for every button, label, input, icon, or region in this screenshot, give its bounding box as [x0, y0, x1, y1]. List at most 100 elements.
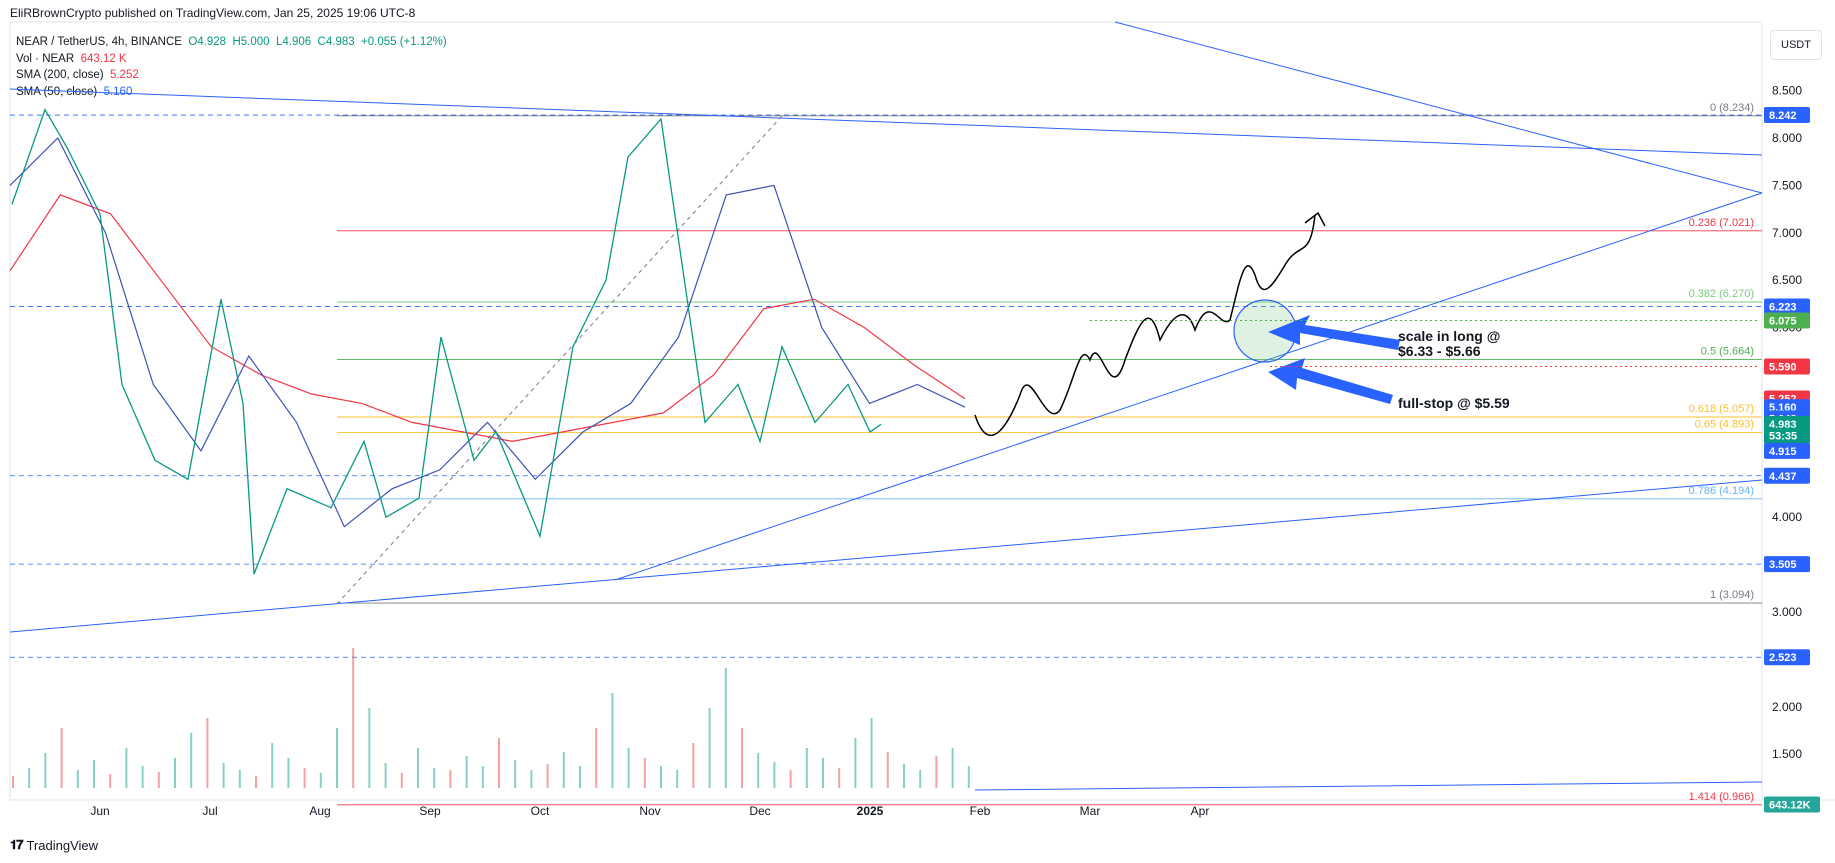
y-tick-label: 2.000	[1772, 700, 1802, 714]
volume-value: 643.12 K	[80, 52, 127, 65]
currency-button[interactable]: USDT	[1770, 30, 1822, 60]
fib-level-label: 1.414 (0.966)	[1689, 791, 1754, 803]
close-value: C4.983	[317, 36, 355, 48]
volume-bar	[44, 753, 47, 788]
volume-bar	[562, 752, 565, 788]
scale-in-arrow-icon	[1268, 315, 1400, 350]
x-tick-label: Mar	[1080, 804, 1101, 818]
volume-bar	[935, 756, 938, 788]
volume-bar	[465, 756, 468, 788]
volume-bar	[676, 770, 679, 788]
trendline-ascending	[614, 192, 1763, 581]
price-marker-label: 6.223	[1769, 301, 1797, 313]
volume-bar	[951, 748, 954, 788]
price-marker-label: 2.523	[1769, 652, 1797, 664]
fib-level-label: 0.618 (5.057)	[1689, 403, 1754, 415]
x-tick-label: Aug	[309, 804, 330, 818]
volume-bar	[595, 728, 598, 788]
volume-bar	[174, 758, 176, 788]
x-tick-label: Nov	[639, 804, 660, 818]
volume-bar	[919, 770, 922, 788]
symbol-label[interactable]: NEAR / TetherUS, 4h, BINANCE	[16, 36, 182, 48]
volume-bar	[741, 728, 743, 788]
y-tick-label: 6.500	[1772, 273, 1802, 287]
price-marker-badge	[1764, 107, 1810, 124]
change-value: +0.055 (+1.12%)	[361, 36, 447, 48]
price-marker-label: 5.590	[1769, 361, 1797, 373]
trendline-upper	[9, 88, 1763, 156]
volume-bar	[303, 768, 306, 788]
sma200-row[interactable]: SMA (200, close) 5.252	[16, 67, 447, 84]
volume-bar	[271, 743, 274, 788]
fib-level-label: 0 (8.234)	[1710, 102, 1754, 114]
fib-level-label: 0.382 (6.270)	[1689, 288, 1754, 300]
price-marker-badge	[1764, 556, 1810, 573]
price-marker-badge	[1764, 796, 1820, 813]
volume-bar	[822, 758, 824, 788]
projection-squiggle	[974, 214, 1316, 436]
volume-bar	[368, 708, 371, 788]
plot-frame	[9, 21, 1763, 801]
sma50-row[interactable]: SMA (50, close) 5.160	[16, 84, 447, 101]
y-tick-label: 3.000	[1772, 605, 1802, 619]
volume-bar	[93, 760, 95, 788]
tradingview-logo-icon: 𝟏𝟕	[10, 837, 24, 852]
fib-level-label: 0.786 (4.194)	[1689, 485, 1754, 497]
volume-bar	[854, 738, 857, 788]
volume-bar	[400, 773, 403, 788]
volume-bar	[789, 770, 792, 788]
volume-bar	[255, 776, 257, 788]
price-marker-label: 8.242	[1769, 110, 1797, 122]
volume-bar	[757, 753, 760, 788]
y-tick-label: 7.500	[1772, 178, 1802, 192]
sma200-line	[9, 194, 966, 443]
x-tick-label: Apr	[1191, 804, 1210, 818]
volume-bar	[222, 763, 225, 788]
sma50-line	[9, 136, 966, 528]
price-marker-label: 4.437	[1769, 471, 1797, 483]
volume-bar	[206, 718, 209, 788]
volume-bar	[141, 766, 144, 788]
trendline-descending	[1114, 21, 1763, 194]
volume-bar	[514, 760, 517, 788]
fib-level-label: 0.236 (7.021)	[1689, 217, 1754, 229]
volume-bar	[384, 763, 387, 788]
volume-bar	[660, 766, 662, 788]
volume-row[interactable]: Vol · NEAR 643.12 K	[16, 51, 447, 68]
symbol-row: NEAR / TetherUS, 4h, BINANCE O4.928 H5.0…	[16, 34, 447, 51]
price-marker-badge	[1764, 467, 1810, 484]
x-tick-label: Dec	[749, 804, 770, 818]
y-tick-label: 8.500	[1772, 84, 1802, 98]
price-marker-badge	[1764, 649, 1810, 666]
sma50-value: 5.160	[103, 85, 133, 98]
footer: 𝟏𝟕 TradingView	[10, 837, 98, 853]
footer-brand[interactable]: TradingView	[26, 837, 99, 853]
price-marker-label: 53:35	[1769, 431, 1797, 443]
volume-bar	[336, 728, 338, 788]
price-marker-badge	[1764, 442, 1810, 459]
volume-bar	[773, 762, 776, 788]
sma200-value: 5.252	[109, 69, 139, 81]
x-tick-label: Oct	[531, 804, 550, 818]
volume-bar	[12, 776, 14, 788]
volume-bar	[190, 733, 193, 788]
volume-bar	[579, 766, 581, 788]
stop-arrow-icon	[1268, 358, 1393, 404]
volume-bar	[805, 748, 808, 788]
price-marker-badge	[1764, 298, 1810, 315]
sma50-label: SMA (50, close)	[16, 85, 98, 98]
x-tick-label: Jul	[202, 804, 217, 818]
trendline-lower	[9, 479, 1763, 633]
price-line	[11, 108, 882, 575]
volume-label: Vol · NEAR	[16, 52, 75, 65]
volume-bar	[125, 748, 128, 788]
price-marker-badge	[1764, 427, 1810, 444]
price-marker-label: 6.075	[1769, 315, 1797, 327]
volume-bar	[643, 758, 646, 788]
scale-in-range-annotation: $6.33 - $5.66	[1398, 343, 1481, 359]
price-marker-label: 4.915	[1769, 446, 1797, 458]
full-stop-annotation: full-stop @ $5.59	[1398, 395, 1510, 411]
volume-bar	[60, 728, 63, 788]
volume-bar	[498, 738, 500, 788]
